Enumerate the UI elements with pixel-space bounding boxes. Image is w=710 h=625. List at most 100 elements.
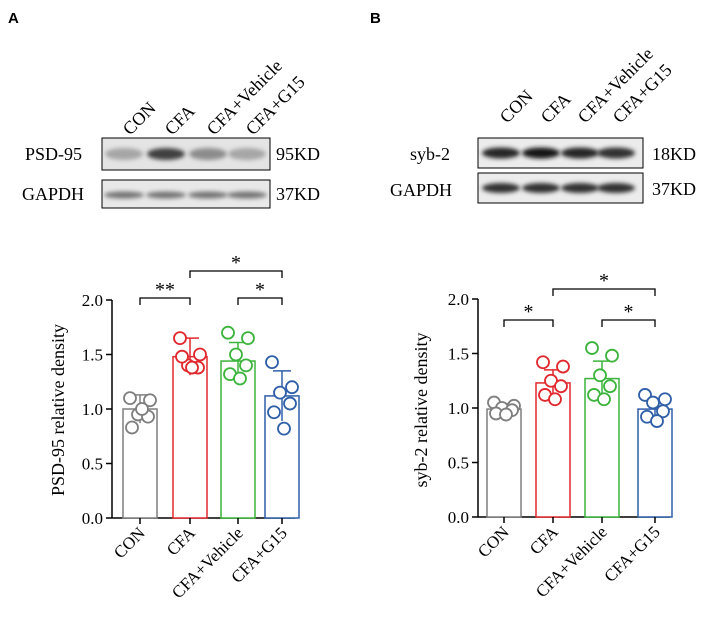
data-point	[597, 392, 611, 407]
data-point	[556, 359, 570, 374]
blot-band	[561, 147, 599, 159]
data-point	[650, 414, 664, 428]
data-point	[233, 371, 247, 386]
data-point	[603, 379, 617, 394]
data-point	[273, 385, 287, 400]
blot-size-gapdh-a: 37KD	[276, 184, 320, 204]
blot-band	[228, 148, 266, 160]
significance-label: **	[155, 279, 175, 301]
data-point	[173, 331, 187, 346]
significance-label: *	[231, 252, 241, 274]
blot-size-gapdh-b: 37KD	[652, 179, 696, 199]
data-point	[229, 347, 243, 362]
blot-band	[188, 191, 228, 199]
data-point	[585, 341, 599, 355]
data-point	[267, 405, 281, 420]
data-point	[554, 379, 568, 394]
significance-bracket	[189, 270, 283, 278]
blot-band	[105, 148, 143, 160]
blot-name-syb2: syb-2	[410, 144, 450, 164]
data-point	[593, 368, 607, 383]
data-point	[536, 355, 550, 370]
significance-label: *	[599, 270, 609, 292]
x-tick-label: CFA	[526, 522, 562, 558]
blot-band	[227, 191, 267, 199]
data-point	[221, 325, 235, 340]
blot-band	[147, 148, 185, 160]
y-tick-label: 1.0	[448, 399, 469, 418]
blot-band	[104, 191, 144, 199]
panel-letter-a: A	[8, 10, 19, 27]
data-point	[135, 402, 149, 416]
data-point	[605, 348, 619, 363]
blot-bands-gapdh-a	[104, 191, 267, 199]
data-point	[658, 392, 672, 407]
significance-bracket	[139, 297, 191, 305]
panel-b: B CON CFA CFA+Vehicle CFA+G15 syb-2 18KD…	[370, 10, 696, 601]
blot-band	[482, 147, 520, 159]
blot-band	[522, 183, 560, 193]
blot-bands-syb2	[482, 147, 635, 159]
bar-cfa	[172, 355, 208, 519]
blot-band	[561, 183, 599, 193]
blot-band	[146, 191, 186, 199]
data-point	[285, 380, 299, 395]
blot-size-psd95: 95KD	[276, 144, 320, 164]
data-point	[499, 407, 513, 422]
data-point	[123, 391, 137, 406]
data-point	[656, 404, 670, 419]
data-point	[277, 421, 291, 436]
y-tick-label: 0.5	[448, 454, 469, 473]
data-point	[265, 355, 279, 370]
blot-band	[189, 148, 227, 160]
lane-label-cfa: CFA	[161, 101, 199, 139]
data-point	[646, 395, 660, 410]
significance-label: *	[255, 279, 265, 301]
x-tick-label: CON	[110, 523, 149, 562]
y-axis-label-a: PSD-95 relative density	[48, 324, 68, 496]
y-tick-label: 1.5	[448, 345, 469, 364]
blot-name-gapdh-b: GAPDH	[390, 180, 452, 200]
blot-size-syb2: 18KD	[652, 144, 696, 164]
y-tick-label: 0.0	[448, 508, 469, 527]
x-tick-label: CFA+G15	[600, 522, 663, 585]
blot-band	[597, 183, 635, 193]
y-tick-label: 1.5	[82, 346, 103, 365]
data-point	[548, 392, 562, 407]
significance-bracket	[552, 288, 656, 296]
data-point	[193, 347, 207, 362]
lane-label-cfa: CFA	[537, 89, 575, 127]
panel-a: A CON CFA CFA+Vehicle CFA+G15 PSD-95 95K…	[8, 10, 320, 602]
data-point	[185, 360, 199, 375]
y-tick-label: 1.0	[82, 400, 103, 419]
blot-bands-psd95	[105, 148, 266, 160]
data-point	[239, 358, 253, 373]
y-axis-label-b: syb-2 relative density	[411, 333, 431, 488]
blot-name-gapdh-a: GAPDH	[22, 184, 84, 204]
blot-name-psd95: PSD-95	[25, 144, 82, 164]
data-point	[283, 396, 297, 411]
significance-label: *	[524, 301, 534, 323]
data-point	[241, 331, 255, 346]
lane-label-con: CON	[496, 86, 537, 127]
lane-label-con: CON	[119, 98, 160, 139]
panel-letter-b: B	[370, 10, 381, 27]
significance-bracket	[601, 319, 656, 327]
data-point	[175, 349, 189, 364]
data-point	[143, 393, 157, 408]
significance-bracket	[237, 297, 283, 305]
y-tick-label: 0.5	[82, 455, 103, 474]
blot-bands-gapdh-b	[482, 183, 635, 193]
y-tick-label: 2.0	[82, 291, 103, 310]
y-tick-label: 0.0	[82, 509, 103, 528]
blot-band	[597, 147, 635, 159]
x-tick-label: CON	[474, 522, 513, 561]
significance-bracket	[503, 319, 554, 327]
blot-band	[522, 147, 560, 159]
data-point	[125, 420, 139, 435]
bar-con	[486, 408, 522, 518]
blot-band	[482, 183, 520, 193]
